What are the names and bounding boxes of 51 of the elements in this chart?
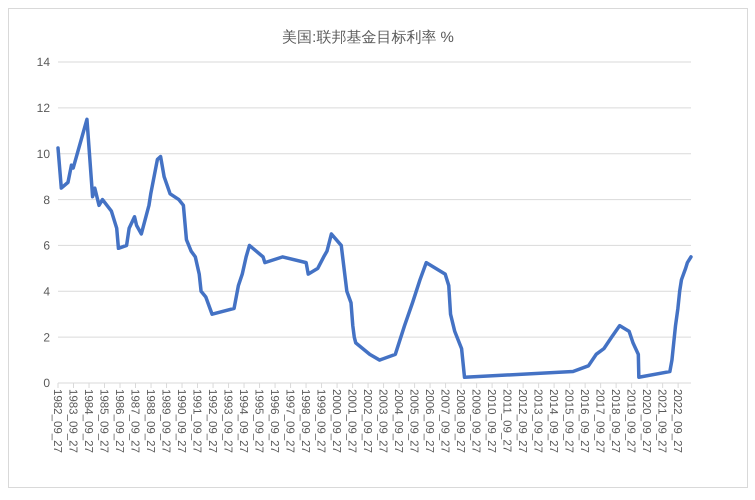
x-tick-label: 2016_09_27 [578, 389, 590, 453]
x-tick-label: 1998_09_27 [299, 389, 312, 453]
x-tick-label: 1991_09_27 [190, 389, 202, 453]
x-tick-label: 2013_09_27 [532, 389, 544, 453]
x-tick-label: 2004_09_27 [392, 389, 404, 453]
x-tick-label: 2021_09_27 [656, 389, 668, 453]
x-tick-label: 1986_09_27 [112, 389, 125, 453]
x-tick-label: 2005_09_27 [408, 389, 420, 453]
x-tick-label: 2012_09_27 [516, 389, 528, 453]
x-tick-label: 2017_09_27 [594, 389, 606, 453]
x-tick-label: 2014_09_27 [547, 389, 560, 453]
y-tick-label: 10 [36, 146, 50, 161]
x-tick-label: 1982_09_27 [50, 389, 63, 453]
y-tick-label: 14 [36, 55, 50, 70]
x-tick-label: 2007_09_27 [438, 389, 451, 453]
x-tick-label: 2020_09_27 [640, 389, 652, 453]
x-tick-label: 2015_09_27 [562, 389, 575, 453]
x-tick-label: 1996_09_27 [268, 389, 280, 453]
x-tick-label: 1999_09_27 [314, 389, 327, 453]
x-tick-label: 2002_09_27 [361, 389, 374, 453]
x-tick-label: 2000_09_27 [330, 389, 342, 453]
x-tick-label: 1990_09_27 [175, 389, 188, 453]
x-tick-label: 1984_09_27 [82, 389, 94, 453]
x-tick-label: 1985_09_27 [97, 389, 110, 453]
x-tick-label: 2006_09_27 [423, 389, 436, 453]
y-tick-label: 4 [43, 284, 50, 298]
y-tick-label: 8 [43, 192, 50, 207]
y-tick-label: 6 [43, 238, 50, 253]
x-tick-label: 2009_09_27 [470, 389, 482, 453]
x-tick-label: 1993_09_27 [222, 389, 234, 453]
x-tick-label: 2010_09_27 [485, 389, 498, 453]
y-tick-label: 12 [36, 101, 50, 116]
chart-title: 美国:联邦基金目标利率 % [282, 29, 454, 46]
x-tick-label: 2022_09_27 [671, 389, 684, 453]
x-tick-label: 2001_09_27 [346, 389, 358, 453]
x-tick-label: 1987_09_27 [128, 389, 140, 453]
x-tick-label: 2003_09_27 [376, 389, 389, 453]
x-tick-label: 1983_09_27 [66, 389, 78, 453]
x-tick-label: 2018_09_27 [609, 389, 622, 453]
y-tick-label: 2 [43, 330, 50, 344]
x-tick-label: 1994_09_27 [237, 389, 250, 453]
x-tick-label: 1997_09_27 [284, 389, 296, 453]
x-tick-label: 1995_09_27 [252, 389, 265, 453]
x-tick-label: 2019_09_27 [624, 389, 637, 453]
x-tick-label: 1989_09_27 [160, 389, 172, 453]
x-tick-label: 2011_09_27 [500, 389, 513, 452]
x-tick-label: 1988_09_27 [144, 389, 156, 453]
x-tick-label: 2008_09_27 [454, 389, 466, 453]
x-tick-label: 1992_09_27 [206, 389, 218, 453]
y-tick-label: 0 [43, 376, 50, 390]
line-series [56, 118, 693, 380]
